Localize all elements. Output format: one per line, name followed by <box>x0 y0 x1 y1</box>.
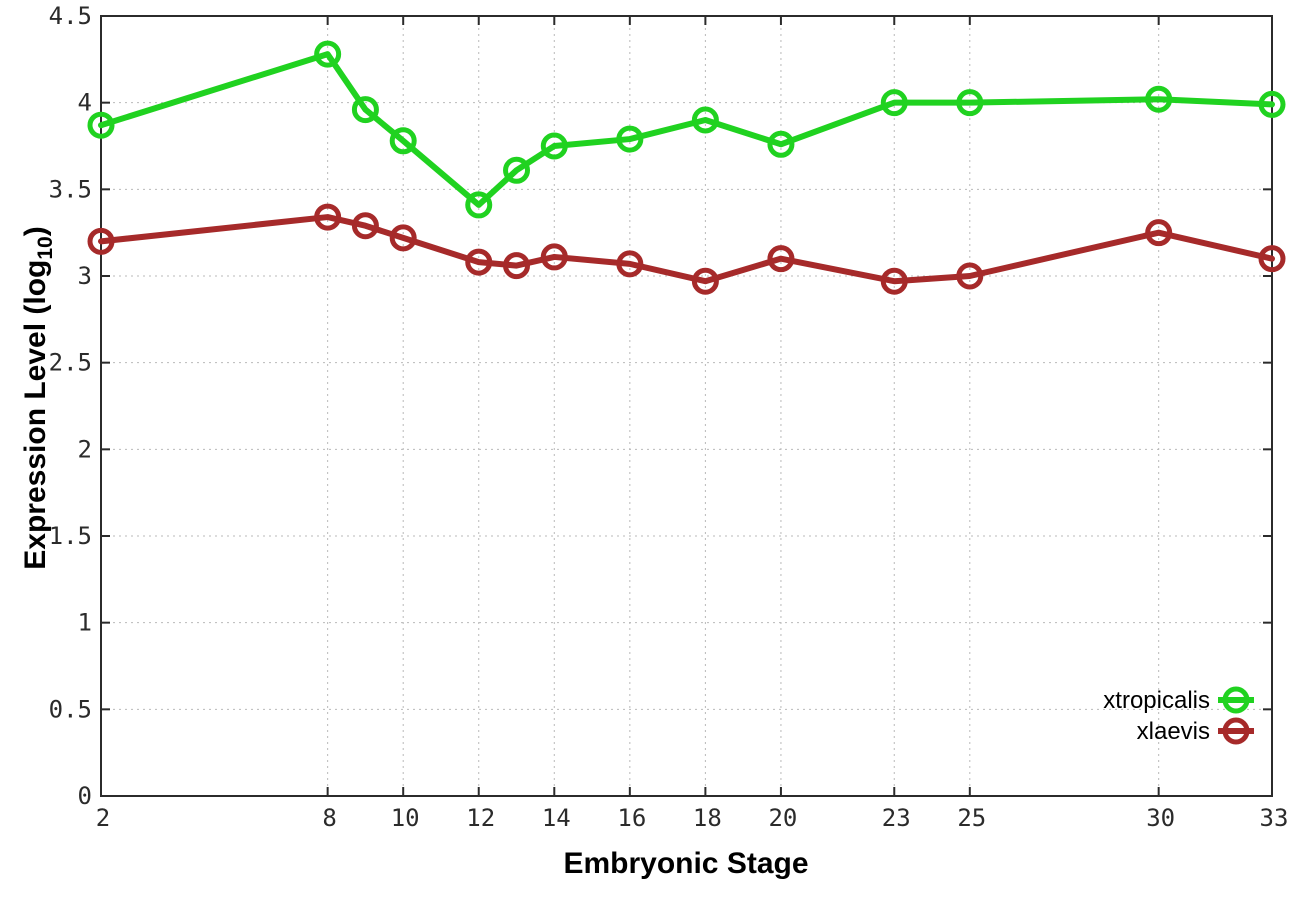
legend-sample-marker-xlaevis <box>1222 717 1250 745</box>
x-tick-label: 8 <box>322 804 336 832</box>
series-xtropicalis-point-16 <box>616 125 644 153</box>
series-xtropicalis-point-12 <box>465 191 493 219</box>
series-xlaevis-point-2 <box>87 227 115 255</box>
y-tick-label: 2.5 <box>49 349 92 377</box>
y-tick-label: 0.5 <box>49 695 92 723</box>
y-tick-label: 4.5 <box>49 2 92 30</box>
series-xlaevis-point-14 <box>540 243 568 271</box>
legend-sample-marker-xtropicalis <box>1222 686 1250 714</box>
series-xtropicalis-point-14 <box>540 132 568 160</box>
x-tick-label: 16 <box>617 804 646 832</box>
x-tick-label: 18 <box>693 804 722 832</box>
y-tick-label: 4 <box>78 89 92 117</box>
x-tick-label: 2 <box>96 804 110 832</box>
series-xtropicalis-point-18 <box>691 106 719 134</box>
series-xtropicalis-point-25 <box>956 89 984 117</box>
x-tick-label: 23 <box>882 804 911 832</box>
series-xlaevis-point-10 <box>389 224 417 252</box>
series-xtropicalis-point-10 <box>389 127 417 155</box>
series-xlaevis-point-30 <box>1145 219 1173 247</box>
series-xtropicalis-line <box>98 51 1275 208</box>
y-tick-label: 1.5 <box>49 522 92 550</box>
tick-marks <box>100 15 1273 797</box>
gridlines <box>100 15 1273 797</box>
x-tick-label: 12 <box>466 804 495 832</box>
series-xtropicalis-point-23 <box>880 89 908 117</box>
series-xlaevis-point-9 <box>351 212 379 240</box>
series-xlaevis-point-20 <box>767 245 795 273</box>
series-xtropicalis-point-30 <box>1145 85 1173 113</box>
x-tick-label: 10 <box>391 804 420 832</box>
series-xlaevis-point-25 <box>956 262 984 290</box>
series-xtropicalis-point-20 <box>767 130 795 158</box>
x-tick-label: 25 <box>957 804 986 832</box>
legend-label-xtropicalis: xtropicalis <box>1103 687 1210 714</box>
series-xlaevis-point-23 <box>880 267 908 295</box>
series-xlaevis-line <box>98 214 1275 285</box>
series-xtropicalis-point-8 <box>314 40 342 68</box>
series-xlaevis-point-13 <box>503 252 531 280</box>
y-tick-label: 3 <box>78 262 92 290</box>
series-xlaevis-point-16 <box>616 250 644 278</box>
x-tick-label: 20 <box>768 804 797 832</box>
series-xlaevis-point-12 <box>465 248 493 276</box>
series-xtropicalis-point-13 <box>503 156 531 184</box>
series-xtropicalis-point-9 <box>351 96 379 124</box>
y-tick-label: 0 <box>78 782 92 810</box>
y-axis-title: Expression Level (log10) <box>19 226 57 569</box>
series-xlaevis-point-33 <box>1258 245 1286 273</box>
plot-border <box>100 15 1273 797</box>
y-tick-label: 3.5 <box>49 175 92 203</box>
x-tick-label: 30 <box>1146 804 1175 832</box>
series-xlaevis-point-8 <box>314 203 342 231</box>
x-tick-label: 14 <box>542 804 571 832</box>
legend: xtropicalis xlaevis <box>1103 686 1254 745</box>
series-xtropicalis-point-33 <box>1258 90 1286 118</box>
series-xtropicalis-point-2 <box>87 111 115 139</box>
series-xlaevis-point-18 <box>691 267 719 295</box>
x-tick-label: 33 <box>1260 804 1289 832</box>
legend-label-xlaevis: xlaevis <box>1137 718 1210 745</box>
y-tick-label: 2 <box>78 435 92 463</box>
x-axis-title: Embryonic Stage <box>563 847 808 880</box>
y-tick-label: 1 <box>78 609 92 637</box>
